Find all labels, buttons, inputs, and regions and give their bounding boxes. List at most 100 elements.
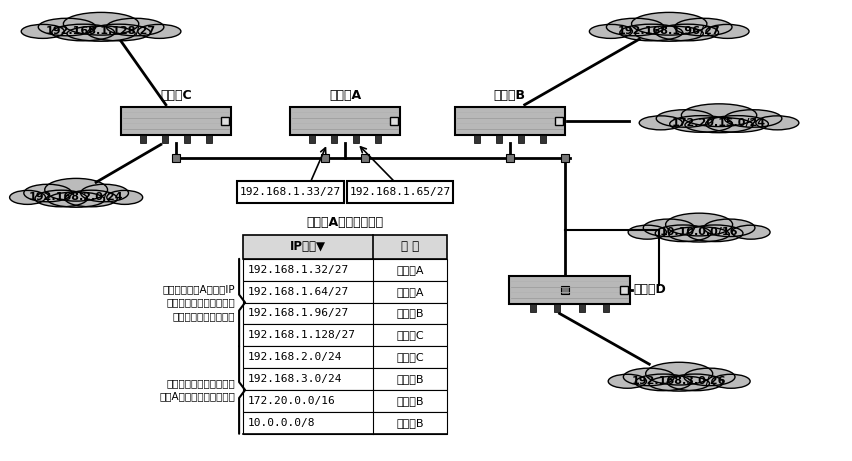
Ellipse shape bbox=[642, 219, 694, 236]
Text: 路由器A: 路由器A bbox=[396, 265, 423, 275]
Text: 192.168.1.128/27: 192.168.1.128/27 bbox=[248, 331, 355, 340]
Ellipse shape bbox=[106, 18, 164, 36]
FancyBboxPatch shape bbox=[243, 412, 447, 434]
Text: 路由器C: 路由器C bbox=[396, 352, 423, 362]
Ellipse shape bbox=[48, 192, 105, 207]
FancyBboxPatch shape bbox=[290, 107, 400, 135]
Ellipse shape bbox=[623, 368, 674, 386]
Text: 192.168.1.33/27: 192.168.1.33/27 bbox=[239, 187, 341, 197]
Ellipse shape bbox=[88, 24, 150, 41]
FancyBboxPatch shape bbox=[554, 303, 560, 312]
Ellipse shape bbox=[21, 24, 64, 38]
Ellipse shape bbox=[607, 374, 646, 388]
Text: 192.168.1.96/27: 192.168.1.96/27 bbox=[617, 26, 720, 36]
FancyBboxPatch shape bbox=[243, 235, 447, 259]
Text: 10.0.0.0/8: 10.0.0.0/8 bbox=[248, 418, 315, 428]
Ellipse shape bbox=[731, 225, 769, 239]
Text: 192.168.2.0/24: 192.168.2.0/24 bbox=[29, 192, 124, 202]
Ellipse shape bbox=[81, 184, 129, 202]
Text: 路由器D: 路由器D bbox=[633, 283, 665, 296]
Ellipse shape bbox=[669, 116, 732, 132]
Ellipse shape bbox=[635, 26, 702, 41]
Text: 方 向: 方 向 bbox=[400, 240, 418, 254]
FancyBboxPatch shape bbox=[602, 303, 608, 312]
Ellipse shape bbox=[619, 24, 682, 41]
Ellipse shape bbox=[711, 374, 749, 388]
Ellipse shape bbox=[665, 213, 732, 236]
FancyBboxPatch shape bbox=[505, 154, 513, 162]
Text: 路由器A的路由控制表: 路由器A的路由控制表 bbox=[307, 216, 383, 229]
FancyBboxPatch shape bbox=[560, 286, 568, 294]
FancyBboxPatch shape bbox=[509, 276, 629, 303]
Text: 192.168.1.128/27: 192.168.1.128/27 bbox=[46, 26, 156, 36]
FancyBboxPatch shape bbox=[321, 154, 329, 162]
Ellipse shape bbox=[606, 18, 663, 36]
FancyBboxPatch shape bbox=[183, 135, 189, 142]
Text: 10.10.0.0/16: 10.10.0.0/16 bbox=[659, 227, 738, 237]
Ellipse shape bbox=[630, 12, 706, 35]
Text: 172.20.15.0/24: 172.20.15.0/24 bbox=[671, 118, 765, 128]
FancyBboxPatch shape bbox=[243, 302, 447, 325]
Text: 路由器B: 路由器B bbox=[396, 374, 423, 384]
Ellipse shape bbox=[655, 24, 717, 41]
FancyBboxPatch shape bbox=[539, 135, 545, 142]
FancyBboxPatch shape bbox=[530, 303, 536, 312]
Text: 192.168.1.64/27: 192.168.1.64/27 bbox=[248, 287, 349, 296]
Text: IP地址▼: IP地址▼ bbox=[290, 240, 325, 254]
FancyBboxPatch shape bbox=[171, 154, 180, 162]
FancyBboxPatch shape bbox=[121, 107, 230, 135]
Ellipse shape bbox=[703, 219, 754, 236]
Ellipse shape bbox=[645, 362, 711, 385]
Text: 172.20.0.0/16: 172.20.0.0/16 bbox=[248, 396, 336, 406]
Text: 192.168.2.0/24: 192.168.2.0/24 bbox=[248, 352, 343, 362]
Ellipse shape bbox=[38, 18, 95, 36]
Ellipse shape bbox=[589, 24, 631, 38]
Ellipse shape bbox=[67, 26, 135, 41]
Ellipse shape bbox=[106, 190, 142, 204]
FancyBboxPatch shape bbox=[554, 117, 562, 124]
Ellipse shape bbox=[35, 190, 87, 207]
Ellipse shape bbox=[648, 376, 709, 391]
FancyBboxPatch shape bbox=[243, 390, 447, 412]
Text: 路由器A: 路由器A bbox=[396, 287, 423, 296]
FancyBboxPatch shape bbox=[243, 325, 447, 346]
FancyBboxPatch shape bbox=[243, 368, 447, 390]
FancyBboxPatch shape bbox=[243, 259, 447, 281]
FancyBboxPatch shape bbox=[578, 303, 584, 312]
Text: 192.168.1.32/27: 192.168.1.32/27 bbox=[248, 265, 349, 275]
Text: 路由器B: 路由器B bbox=[493, 89, 525, 102]
FancyBboxPatch shape bbox=[331, 135, 337, 142]
FancyBboxPatch shape bbox=[619, 286, 627, 294]
Ellipse shape bbox=[635, 374, 690, 390]
Ellipse shape bbox=[684, 118, 752, 133]
Text: 从分类的角度，它们与路
由器A的网络地址不相同。: 从分类的角度，它们与路 由器A的网络地址不相同。 bbox=[159, 378, 235, 402]
Text: 如果从路由器A接口上IP
地址的分类来看，它们都
具有同一个网络地址。: 如果从路由器A接口上IP 地址的分类来看，它们都 具有同一个网络地址。 bbox=[163, 284, 235, 321]
FancyBboxPatch shape bbox=[243, 346, 447, 368]
FancyBboxPatch shape bbox=[360, 154, 369, 162]
Ellipse shape bbox=[668, 227, 728, 242]
FancyBboxPatch shape bbox=[237, 181, 343, 203]
Text: 路由器B: 路由器B bbox=[396, 308, 423, 319]
Text: 192.168.3.0/26: 192.168.3.0/26 bbox=[631, 376, 726, 386]
FancyBboxPatch shape bbox=[162, 135, 168, 142]
FancyBboxPatch shape bbox=[353, 135, 359, 142]
Text: 192.168.1.65/27: 192.168.1.65/27 bbox=[349, 187, 450, 197]
Ellipse shape bbox=[24, 184, 72, 202]
FancyBboxPatch shape bbox=[309, 135, 315, 142]
FancyBboxPatch shape bbox=[454, 107, 564, 135]
Ellipse shape bbox=[655, 110, 713, 127]
Ellipse shape bbox=[687, 225, 742, 242]
Ellipse shape bbox=[9, 190, 45, 204]
Text: 192.168.1.96/27: 192.168.1.96/27 bbox=[248, 308, 349, 319]
FancyBboxPatch shape bbox=[221, 117, 228, 124]
Ellipse shape bbox=[674, 18, 731, 36]
FancyBboxPatch shape bbox=[347, 181, 453, 203]
Ellipse shape bbox=[63, 12, 139, 35]
Ellipse shape bbox=[705, 24, 748, 38]
Ellipse shape bbox=[638, 116, 682, 130]
Text: 路由器C: 路由器C bbox=[160, 89, 192, 102]
Ellipse shape bbox=[681, 104, 756, 127]
Text: 路由器B: 路由器B bbox=[396, 418, 423, 428]
Ellipse shape bbox=[654, 225, 711, 242]
FancyBboxPatch shape bbox=[243, 281, 447, 302]
